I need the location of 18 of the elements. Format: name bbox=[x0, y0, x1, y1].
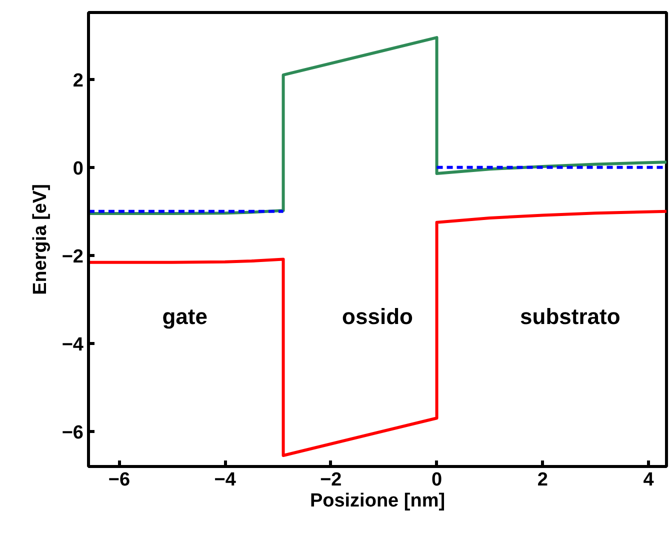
x-tick-label: 0 bbox=[432, 470, 442, 490]
y-axis-title: Energia [eV] bbox=[30, 184, 51, 295]
x-tick-label: 4 bbox=[643, 470, 654, 490]
x-tick-label: 2 bbox=[537, 470, 548, 490]
y-tick-label: 0 bbox=[72, 158, 84, 180]
annotation: gate bbox=[162, 304, 208, 330]
x-tick-label: −2 bbox=[320, 470, 342, 490]
y-tick-label: −2 bbox=[62, 246, 84, 268]
y-tick-label: −4 bbox=[62, 334, 84, 356]
x-axis-title: Posizione [nm] bbox=[310, 490, 446, 512]
annotation: substrato bbox=[520, 304, 620, 330]
y-tick-label: −6 bbox=[62, 422, 84, 444]
x-tick-label: −4 bbox=[214, 470, 236, 490]
annotation: ossido bbox=[342, 304, 413, 330]
y-tick-label: 2 bbox=[72, 70, 84, 92]
x-tick-label: −6 bbox=[108, 470, 130, 490]
line-series bbox=[88, 36, 666, 216]
line-series bbox=[88, 210, 666, 457]
